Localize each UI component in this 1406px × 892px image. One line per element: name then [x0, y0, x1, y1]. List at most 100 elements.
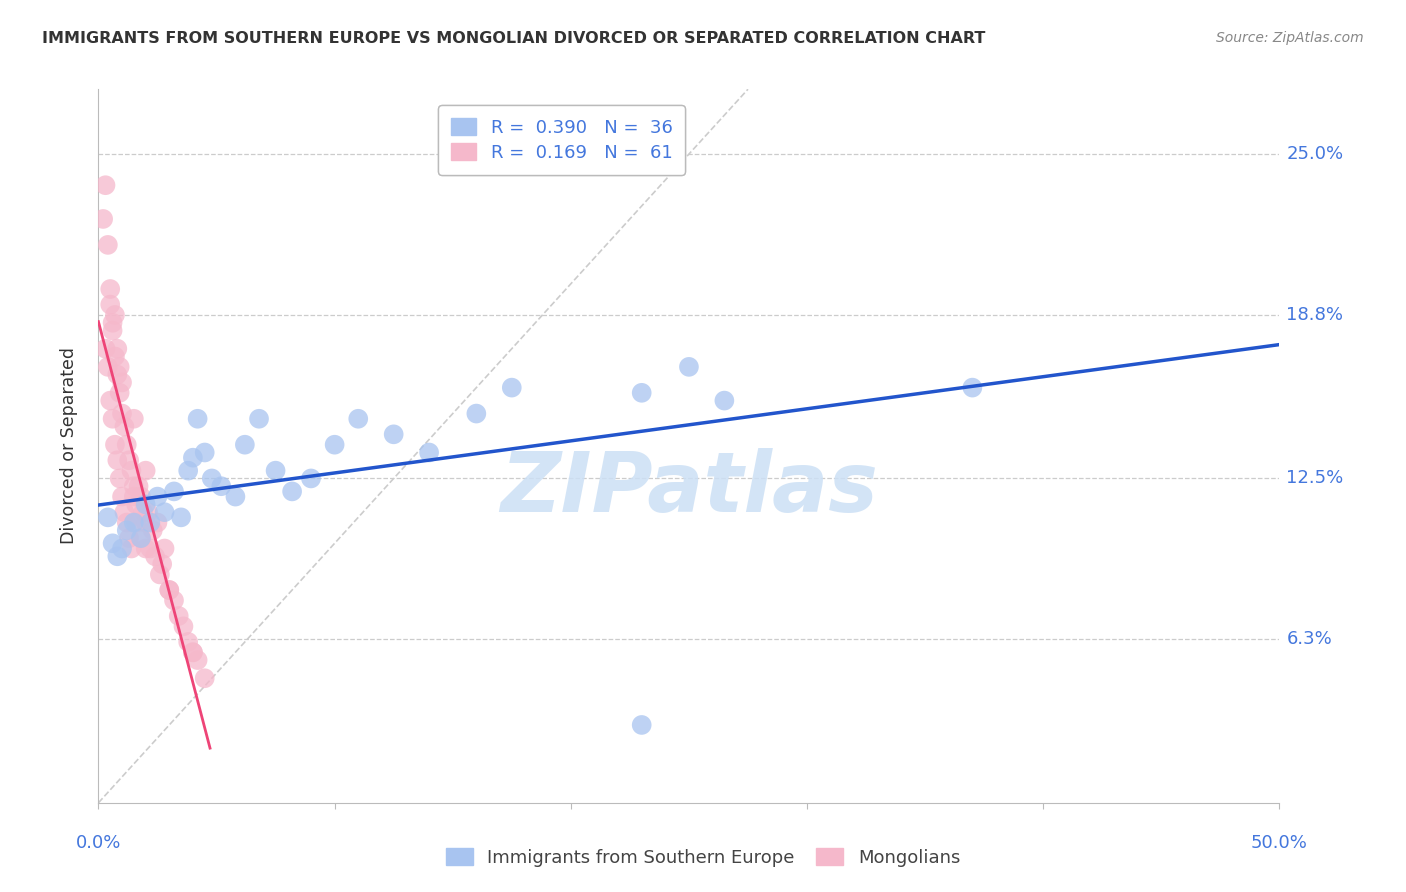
Point: [187, 411, 209, 425]
Point: [142, 524, 165, 538]
Point: [104, 438, 127, 452]
Point: [121, 541, 143, 556]
Point: [98, 393, 121, 408]
Point: [101, 316, 124, 330]
Point: [98, 282, 121, 296]
Text: 12.5%: 12.5%: [1286, 469, 1344, 487]
Point: [146, 490, 169, 504]
Point: [201, 471, 224, 485]
Point: [122, 411, 145, 425]
Y-axis label: Divorced or Separated: Divorced or Separated: [59, 348, 77, 544]
Point: [105, 453, 128, 467]
Text: 18.8%: 18.8%: [1286, 306, 1344, 324]
Point: [153, 505, 176, 519]
Legend: Immigrants from Southern Europe, Mongolians: Immigrants from Southern Europe, Mongoli…: [439, 841, 967, 874]
Text: 50.0%: 50.0%: [1251, 834, 1308, 852]
Point: [630, 718, 652, 732]
Point: [94, 178, 117, 193]
Point: [153, 541, 176, 556]
Point: [97, 359, 120, 374]
Point: [630, 385, 652, 400]
Point: [323, 438, 346, 452]
Point: [111, 490, 134, 504]
Point: [111, 376, 134, 390]
Point: [157, 582, 180, 597]
Point: [129, 490, 152, 504]
Point: [713, 393, 735, 408]
Point: [139, 541, 162, 556]
Point: [115, 516, 138, 530]
Point: [108, 385, 131, 400]
Point: [101, 324, 124, 338]
Point: [187, 653, 209, 667]
Point: [135, 497, 157, 511]
Point: [122, 516, 145, 530]
Point: [418, 445, 440, 459]
Point: [97, 238, 120, 252]
Point: [129, 531, 152, 545]
Point: [146, 516, 169, 530]
Point: [112, 505, 135, 519]
Point: [115, 438, 138, 452]
Point: [678, 359, 700, 374]
Point: [299, 471, 322, 485]
Point: [104, 350, 127, 364]
Point: [962, 381, 984, 395]
Point: [122, 479, 145, 493]
Point: [382, 427, 405, 442]
Point: [181, 645, 204, 659]
Point: [194, 445, 217, 459]
Point: [163, 593, 186, 607]
Point: [118, 453, 141, 467]
Point: [121, 464, 143, 478]
Point: [247, 411, 270, 425]
Point: [143, 549, 166, 564]
Point: [170, 510, 193, 524]
Text: 6.3%: 6.3%: [1286, 631, 1333, 648]
Point: [224, 490, 246, 504]
Point: [122, 490, 145, 504]
Point: [135, 464, 157, 478]
Point: [125, 497, 148, 511]
Text: Source: ZipAtlas.com: Source: ZipAtlas.com: [1216, 31, 1364, 45]
Point: [108, 471, 131, 485]
Text: IMMIGRANTS FROM SOUTHERN EUROPE VS MONGOLIAN DIVORCED OR SEPARATED CORRELATION C: IMMIGRANTS FROM SOUTHERN EUROPE VS MONGO…: [42, 31, 986, 46]
Point: [115, 524, 138, 538]
Point: [105, 342, 128, 356]
Point: [281, 484, 304, 499]
Point: [264, 464, 287, 478]
Point: [209, 479, 232, 493]
Text: 25.0%: 25.0%: [1286, 145, 1344, 163]
Point: [125, 516, 148, 530]
Point: [181, 450, 204, 465]
Point: [167, 609, 190, 624]
Point: [128, 479, 150, 493]
Text: ZIPatlas: ZIPatlas: [501, 449, 877, 529]
Point: [91, 211, 114, 226]
Point: [108, 359, 131, 374]
Point: [135, 516, 157, 530]
Point: [465, 407, 488, 421]
Point: [118, 531, 141, 545]
Point: [157, 582, 180, 597]
Point: [101, 411, 124, 425]
Point: [129, 531, 152, 545]
Point: [132, 505, 155, 519]
Point: [94, 342, 117, 356]
Point: [136, 505, 159, 519]
Point: [149, 567, 172, 582]
Point: [177, 464, 200, 478]
Point: [112, 419, 135, 434]
Point: [104, 308, 127, 322]
Point: [105, 549, 128, 564]
Point: [194, 671, 217, 685]
Point: [181, 645, 204, 659]
Point: [135, 541, 157, 556]
Point: [501, 381, 523, 395]
Point: [111, 541, 134, 556]
Point: [233, 438, 256, 452]
Point: [172, 619, 194, 633]
Point: [98, 297, 121, 311]
Text: 0.0%: 0.0%: [76, 834, 121, 852]
Point: [163, 484, 186, 499]
